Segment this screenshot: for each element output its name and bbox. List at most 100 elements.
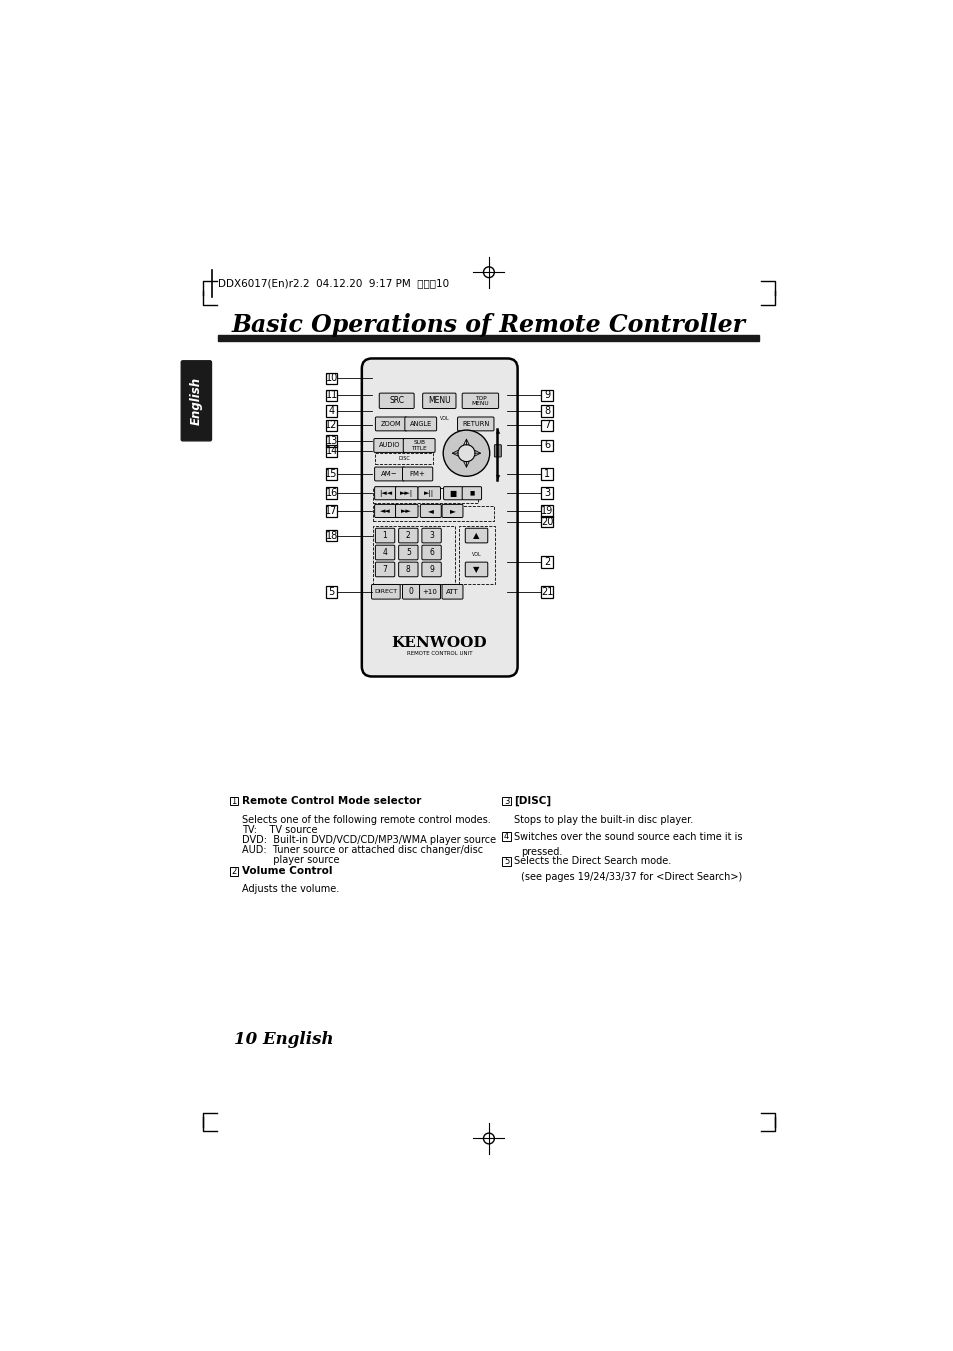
FancyBboxPatch shape [461,486,481,500]
Bar [540,439,553,451]
Bar [540,488,553,499]
FancyBboxPatch shape [375,546,395,559]
Bar [540,516,553,527]
FancyBboxPatch shape [420,504,441,517]
FancyBboxPatch shape [375,467,404,481]
Text: English: English [190,377,203,424]
Text: SUB
TITLE: SUB TITLE [411,440,427,451]
Text: AM−: AM− [381,471,397,477]
Text: 4: 4 [328,405,335,416]
Text: ►||: ►|| [424,489,434,497]
Text: ZOOM: ZOOM [380,422,401,427]
FancyBboxPatch shape [398,528,417,543]
Text: FM+: FM+ [409,471,425,477]
Bar [373,505,493,521]
Bar [325,444,337,457]
Bar [540,557,553,567]
Text: ▼: ▼ [496,476,499,481]
Bar [325,586,337,597]
FancyBboxPatch shape [398,546,417,559]
Bar [540,469,553,480]
Bar [502,857,511,866]
Text: 21: 21 [540,586,553,597]
Text: [DISC]: [DISC] [514,796,551,807]
Text: 6: 6 [429,549,434,557]
Text: ►►: ►► [401,508,412,513]
FancyBboxPatch shape [374,439,405,453]
Text: 17: 17 [325,505,337,516]
Text: 6: 6 [543,440,550,450]
Text: KENWOOD: KENWOOD [391,636,487,650]
Bar [325,373,337,384]
Bar [325,420,337,431]
FancyBboxPatch shape [375,562,395,577]
Text: 4: 4 [382,549,387,557]
FancyBboxPatch shape [402,467,433,481]
Text: player source: player source [241,855,339,865]
Text: RETURN: RETURN [461,422,489,427]
FancyBboxPatch shape [402,585,420,598]
FancyBboxPatch shape [465,528,487,543]
Text: pressed.: pressed. [520,847,561,858]
Circle shape [443,430,489,477]
Text: Selects the Direct Search mode.: Selects the Direct Search mode. [514,857,671,866]
Text: 3: 3 [429,531,434,540]
FancyBboxPatch shape [465,562,487,577]
FancyBboxPatch shape [441,585,462,598]
Text: VOL: VOL [471,553,481,558]
Text: 11: 11 [325,390,337,400]
Text: TOP
MENU: TOP MENU [471,396,489,407]
Text: ►: ► [449,507,455,516]
Text: DIRECT: DIRECT [374,589,397,594]
Bar [373,527,455,584]
Text: 3: 3 [503,797,509,805]
FancyBboxPatch shape [361,358,517,677]
FancyBboxPatch shape [379,393,414,408]
FancyBboxPatch shape [398,562,417,577]
Text: AUD:  Tuner source or attached disc changer/disc: AUD: Tuner source or attached disc chang… [241,846,482,855]
Text: Stops to play the built-in disc player.: Stops to play the built-in disc player. [514,815,693,825]
Bar [325,488,337,499]
Text: TV:    TV source: TV: TV source [241,825,316,835]
Bar [325,405,337,416]
FancyBboxPatch shape [421,562,441,577]
Text: |◄◄: |◄◄ [379,489,392,497]
Text: ATT: ATT [446,589,458,594]
FancyBboxPatch shape [375,486,396,500]
FancyBboxPatch shape [395,486,417,500]
Text: (see pages 19/24/33/37 for <Direct Search>): (see pages 19/24/33/37 for <Direct Searc… [520,871,741,882]
Text: 4: 4 [503,832,509,842]
Text: 8: 8 [543,405,550,416]
Text: DDX6017(En)r2.2  04.12.20  9:17 PM  ページ10: DDX6017(En)r2.2 04.12.20 9:17 PM ページ10 [217,278,448,288]
Text: 1: 1 [231,797,236,805]
Text: 2: 2 [231,867,236,875]
Text: ◄◄: ◄◄ [380,508,391,513]
Bar [502,832,511,840]
Text: AUDIO: AUDIO [378,443,400,449]
Bar [230,867,238,875]
Text: 2: 2 [543,557,550,567]
Text: 13: 13 [325,436,337,446]
Text: 10 English: 10 English [233,1031,334,1048]
Text: Basic Operations of Remote Controller: Basic Operations of Remote Controller [232,313,745,338]
Bar [540,389,553,401]
FancyBboxPatch shape [371,585,399,598]
Circle shape [457,444,475,462]
FancyBboxPatch shape [417,486,440,500]
Text: 0: 0 [409,588,414,596]
Text: ANGLE: ANGLE [409,422,432,427]
Bar [502,797,511,805]
Text: 16: 16 [325,488,337,499]
Text: Selects one of the following remote control modes.: Selects one of the following remote cont… [241,815,490,825]
Text: 19: 19 [540,505,553,516]
Text: Adjusts the volume.: Adjusts the volume. [241,885,338,894]
Bar [230,797,238,805]
FancyBboxPatch shape [443,486,462,500]
Text: 1: 1 [382,531,387,540]
Text: 5: 5 [503,857,509,866]
FancyBboxPatch shape [403,439,435,453]
Bar [540,505,553,516]
Text: 12: 12 [325,420,337,431]
Bar [218,335,759,340]
Bar [540,405,553,416]
